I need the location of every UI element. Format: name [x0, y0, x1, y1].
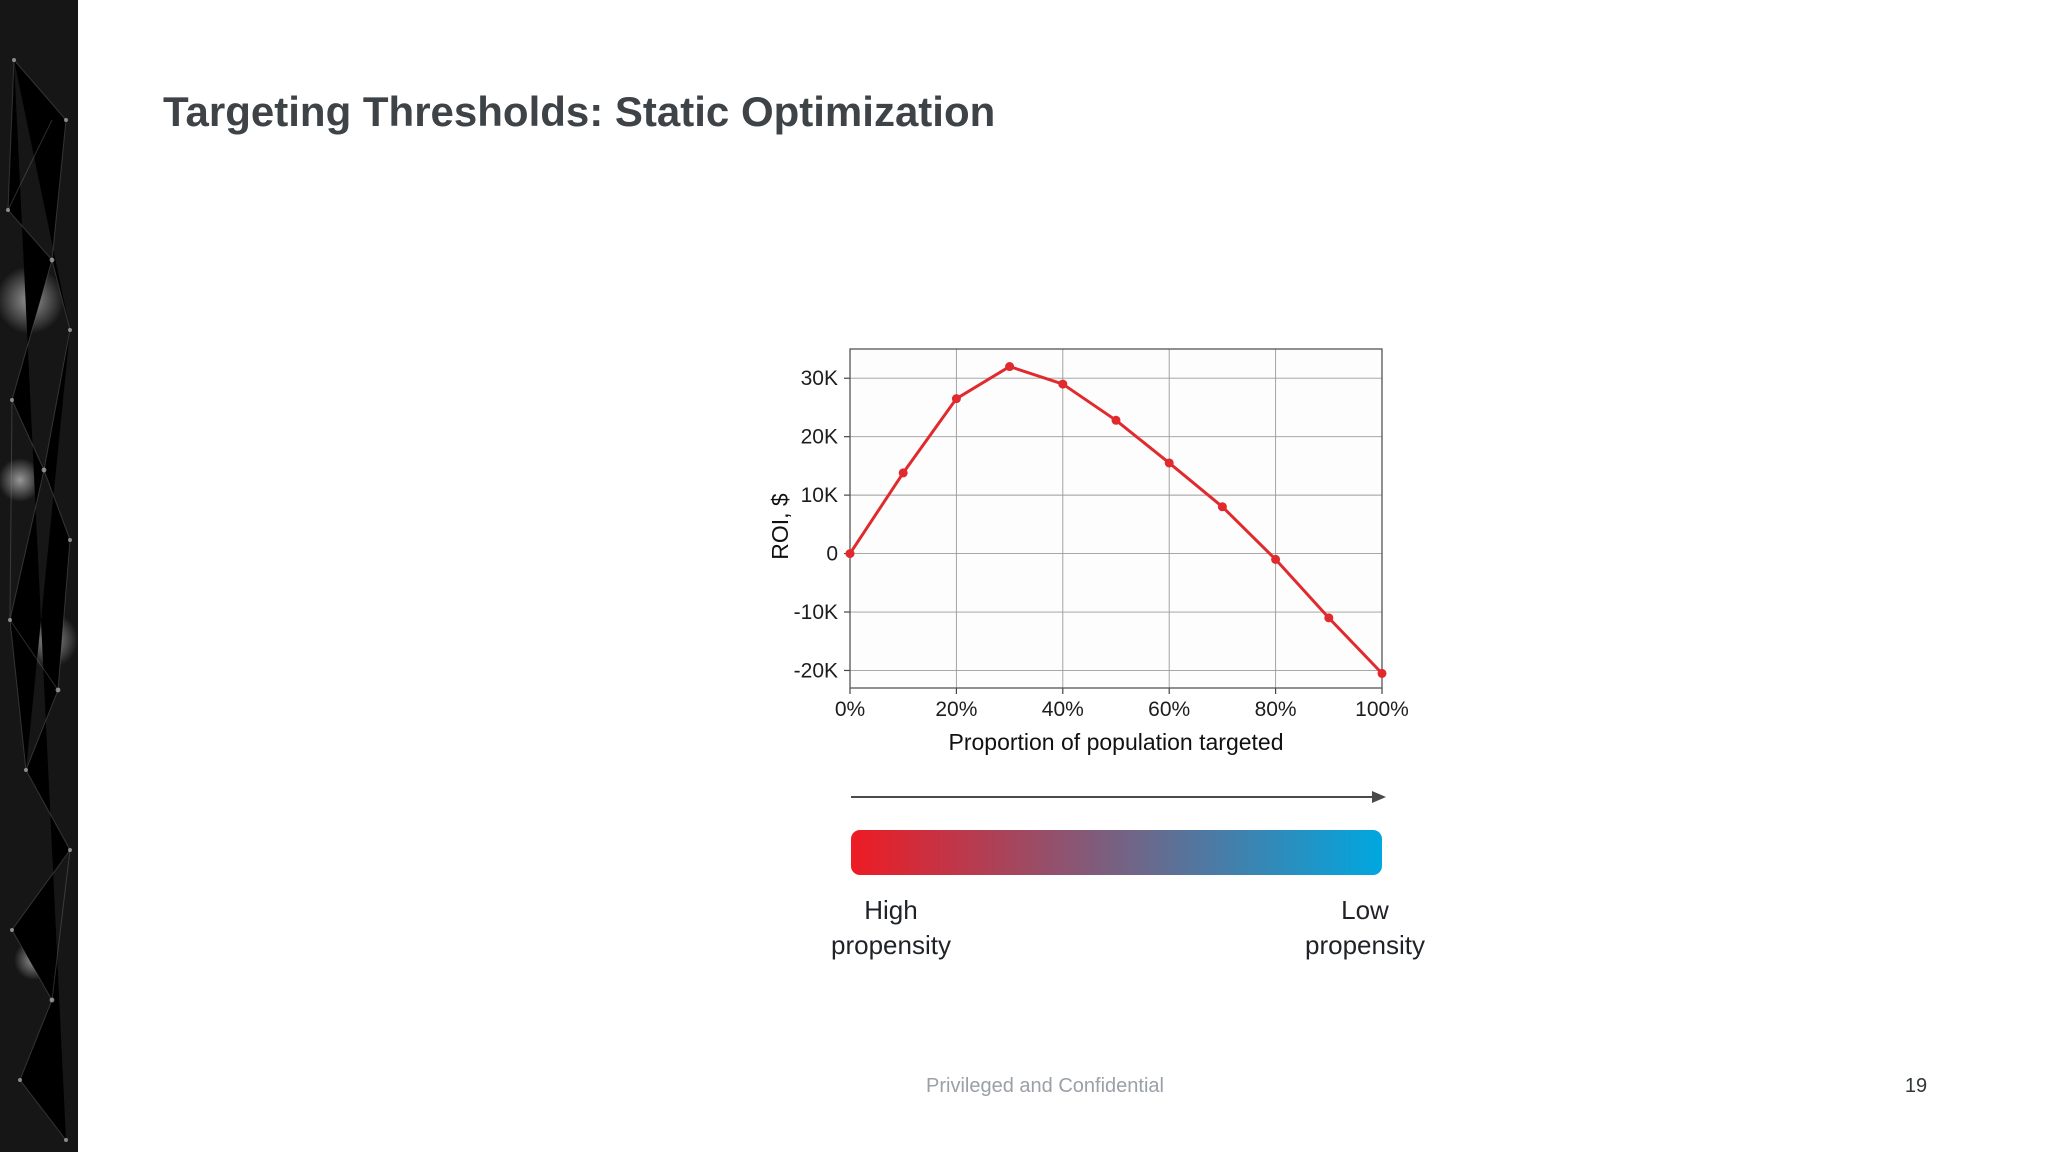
y-tick-label: 0	[826, 543, 838, 566]
page-title: Targeting Thresholds: Static Optimizatio…	[163, 88, 996, 135]
data-point	[1217, 502, 1227, 512]
x-tick-label: 20%	[935, 698, 977, 721]
propensity-gradient-bar	[851, 830, 1382, 875]
plot-border	[849, 348, 1383, 689]
data-point	[951, 394, 961, 404]
y-tick-label: 20K	[801, 426, 838, 449]
data-point	[1271, 554, 1281, 564]
roi-chart: 30K 20K 10K 0 -10K -20K 0% 20% 40% 60% 80% 100% Prop…	[770, 348, 1409, 755]
data-point	[1377, 668, 1387, 678]
x-tick-label: 80%	[1255, 698, 1297, 721]
high-propensity-label: High propensity	[831, 895, 951, 961]
x-tick-label: 60%	[1148, 698, 1190, 721]
side-strip	[0, 0, 78, 1152]
network-graphic	[0, 58, 78, 1142]
data-point	[1164, 458, 1174, 468]
x-tick-label: 40%	[1042, 698, 1084, 721]
y-axis-label: ROI, $	[770, 493, 793, 560]
data-point	[1111, 415, 1121, 425]
data-point	[1005, 362, 1015, 372]
y-tick-label: -20K	[794, 659, 838, 682]
confidential-note: Privileged and Confidential	[926, 1075, 1164, 1097]
x-tick-label: 100%	[1355, 698, 1409, 721]
y-tick-label: 10K	[801, 484, 838, 507]
plot-area	[850, 349, 1382, 688]
right-arrow-icon	[851, 791, 1386, 803]
y-tick-label: -10K	[794, 601, 838, 624]
data-point	[1058, 379, 1068, 389]
y-tick-label: 30K	[801, 367, 838, 390]
x-axis-label: Proportion of population targeted	[948, 729, 1283, 755]
data-point	[845, 549, 855, 559]
data-point	[898, 468, 908, 478]
page-number: 19	[1904, 1075, 1928, 1097]
data-point	[1324, 613, 1334, 623]
low-propensity-label: Low propensity	[1305, 895, 1425, 961]
x-tick-label: 0%	[835, 698, 865, 721]
